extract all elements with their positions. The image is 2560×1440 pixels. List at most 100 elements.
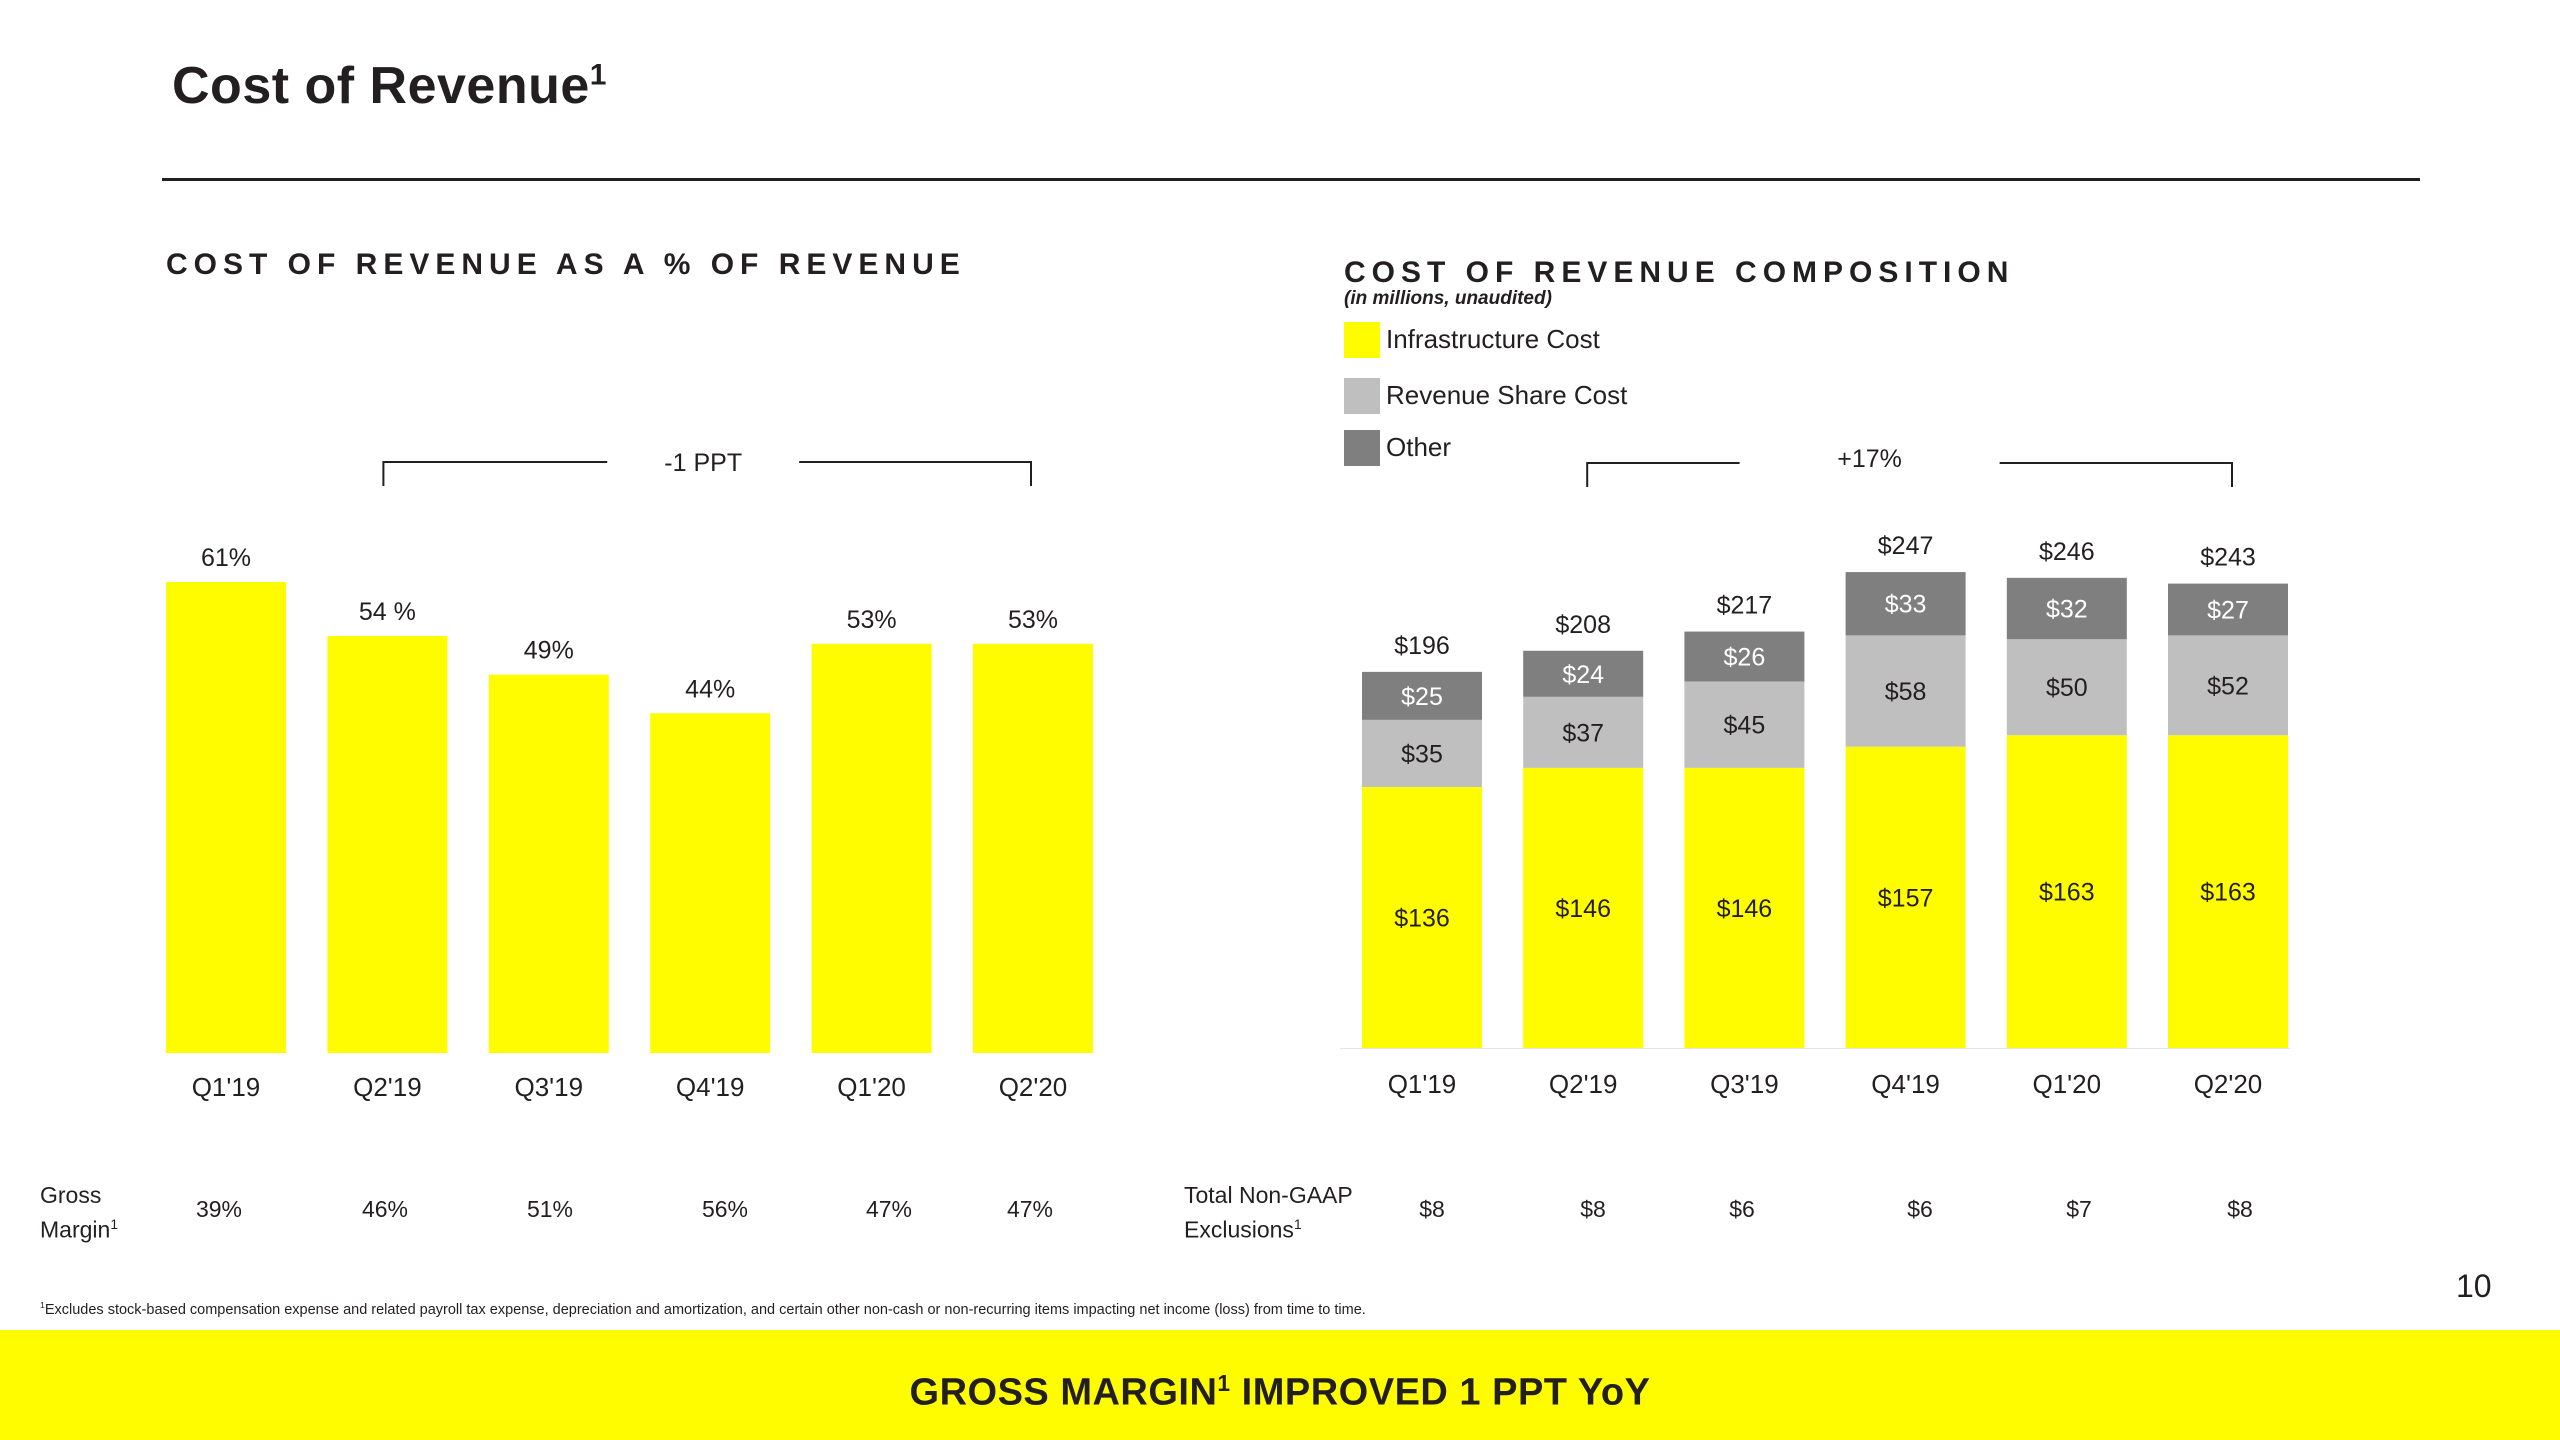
infrastructure-cost-label: $146 [1717, 895, 1773, 923]
bracket-line-left [1586, 462, 1740, 487]
stack-total-label: $243 [2200, 544, 2256, 572]
x-tick-label: Q1'20 [2033, 1069, 2102, 1099]
revenue-share-segment [2168, 635, 2288, 736]
other-label: $26 [1724, 644, 1766, 672]
bracket-label: +17% [1837, 445, 1902, 473]
percent-bar [650, 713, 771, 1053]
x-tick-label: Q2'19 [1549, 1069, 1618, 1099]
infrastructure-cost-segment [1845, 746, 1966, 1048]
left-chart-title: COST OF REVENUE AS A % OF REVENUE [166, 248, 966, 281]
revenue-share-label: $45 [1724, 712, 1766, 740]
revenue-share-label: $50 [2046, 674, 2088, 702]
other-segment [1684, 631, 1805, 682]
other-segment [1362, 671, 1482, 720]
percent-bar [488, 674, 609, 1053]
percent-bar-label: 44% [685, 675, 735, 703]
infrastructure-cost-segment [2168, 735, 2288, 1048]
infrastructure-cost-segment [1362, 787, 1482, 1048]
infrastructure-cost-label: $136 [1394, 905, 1450, 933]
other-label: $33 [1885, 591, 1927, 619]
revenue-share-label: $35 [1401, 740, 1443, 768]
revenue-share-segment [1845, 635, 1966, 747]
title-divider [162, 178, 2420, 181]
gross-margin-value: 46% [361, 1196, 409, 1222]
percent-bar [166, 582, 286, 1053]
revenue-share-label: $58 [1885, 678, 1927, 706]
other-label: $32 [2046, 596, 2088, 624]
bracket-label: -1 PPT [664, 449, 742, 477]
percent-bar [973, 643, 1093, 1053]
percent-bar-label: 49% [524, 637, 574, 665]
infrastructure-cost-segment [2006, 735, 2127, 1048]
x-tick-label: Q3'19 [515, 1072, 584, 1102]
revenue-share-segment [1523, 696, 1644, 768]
page-number: 10 [2456, 1268, 2492, 1304]
right-chart-title: COST OF REVENUE COMPOSITION [1344, 256, 2015, 289]
non-gaap-value: $8 [1580, 1196, 1606, 1222]
percent-bar [811, 643, 932, 1053]
infrastructure-cost-label: $163 [2039, 879, 2095, 907]
legend-label-revenue-share: Revenue Share Cost [1386, 380, 1628, 410]
other-label: $27 [2207, 597, 2249, 625]
takeaway-banner: GROSS MARGIN1 IMPROVED 1 PPT YoY [0, 1330, 2560, 1440]
cost-composition-chart: $136 $35 $25 $196 Q1'19 $146 $37 $24 $208 Q2'19 $1… [1340, 445, 2290, 1099]
right-chart-subtitle: (in millions, unaudited) [1344, 288, 1552, 309]
revenue-share-label: $37 [1562, 719, 1604, 747]
gross-margin-value: 39% [195, 1196, 243, 1222]
revenue-share-segment [1684, 681, 1805, 768]
page-title: Cost of Revenue1 [172, 57, 607, 115]
non-gaap-exclusions-label: Total Non-GAAP Exclusions1 [1184, 1182, 1353, 1243]
other-label: $25 [1401, 683, 1443, 711]
non-gaap-value: $7 [2066, 1196, 2092, 1222]
bracket-line-right [1999, 462, 2233, 487]
stack-total-label: $217 [1717, 592, 1773, 620]
stack-total-label: $246 [2039, 538, 2095, 566]
footnote: 1Excludes stock-based compensation expen… [40, 1300, 1366, 1318]
other-segment [2006, 577, 2127, 640]
gross-margin-value: 51% [526, 1196, 574, 1222]
legend-swatch-revenue-share [1344, 378, 1380, 414]
infrastructure-cost-segment [1684, 767, 1805, 1048]
x-tick-label: Q1'19 [192, 1072, 261, 1102]
x-tick-label: Q1'20 [837, 1072, 906, 1102]
x-tick-label: Q3'19 [1710, 1069, 1779, 1099]
x-tick-label: Q4'19 [1871, 1069, 1940, 1099]
non-gaap-value: $8 [1419, 1196, 1445, 1222]
cost-percent-chart: 61% Q1'19 54 % Q2'19 49% Q3'19 44% Q4'19 53% Q1'2… [166, 449, 1093, 1102]
legend-label-other: Other [1386, 432, 1452, 462]
x-tick-label: Q2'20 [999, 1072, 1068, 1102]
infrastructure-cost-label: $163 [2200, 879, 2256, 907]
other-segment [2168, 583, 2288, 636]
bracket-line-right [799, 461, 1032, 486]
stack-total-label: $208 [1555, 611, 1611, 639]
revenue-share-label: $52 [2207, 672, 2249, 700]
takeaway-text: GROSS MARGIN1 IMPROVED 1 PPT YoY [909, 1370, 1651, 1414]
stack-total-label: $196 [1394, 632, 1450, 660]
percent-bar-label: 53% [1008, 606, 1058, 634]
non-gaap-value: $6 [1729, 1196, 1755, 1222]
revenue-share-segment [2006, 639, 2127, 736]
revenue-share-segment [1362, 719, 1482, 788]
legend-swatch-infrastructure [1344, 322, 1380, 358]
infrastructure-cost-segment [1523, 767, 1644, 1048]
gross-margin-value: 47% [865, 1196, 913, 1222]
non-gaap-value: $8 [2227, 1196, 2253, 1222]
x-tick-label: Q2'20 [2194, 1069, 2263, 1099]
stack-total-label: $247 [1878, 532, 1934, 560]
gross-margin-value: 56% [701, 1196, 749, 1222]
other-segment [1523, 650, 1644, 697]
infrastructure-cost-label: $157 [1878, 884, 1934, 912]
infrastructure-cost-label: $146 [1555, 895, 1611, 923]
x-tick-label: Q2'19 [353, 1072, 422, 1102]
legend-label-infrastructure: Infrastructure Cost [1386, 324, 1600, 354]
legend-swatch-other [1344, 430, 1380, 466]
x-tick-label: Q1'19 [1388, 1069, 1457, 1099]
other-segment [1845, 572, 1966, 636]
gross-margin-label: Gross Margin1 [40, 1182, 118, 1243]
bracket-line-left [382, 461, 608, 486]
percent-bar-label: 61% [201, 544, 251, 572]
percent-bar [327, 636, 448, 1053]
x-tick-label: Q4'19 [676, 1072, 745, 1102]
gross-margin-value: 47% [1006, 1196, 1054, 1222]
percent-bar-label: 53% [847, 606, 897, 634]
